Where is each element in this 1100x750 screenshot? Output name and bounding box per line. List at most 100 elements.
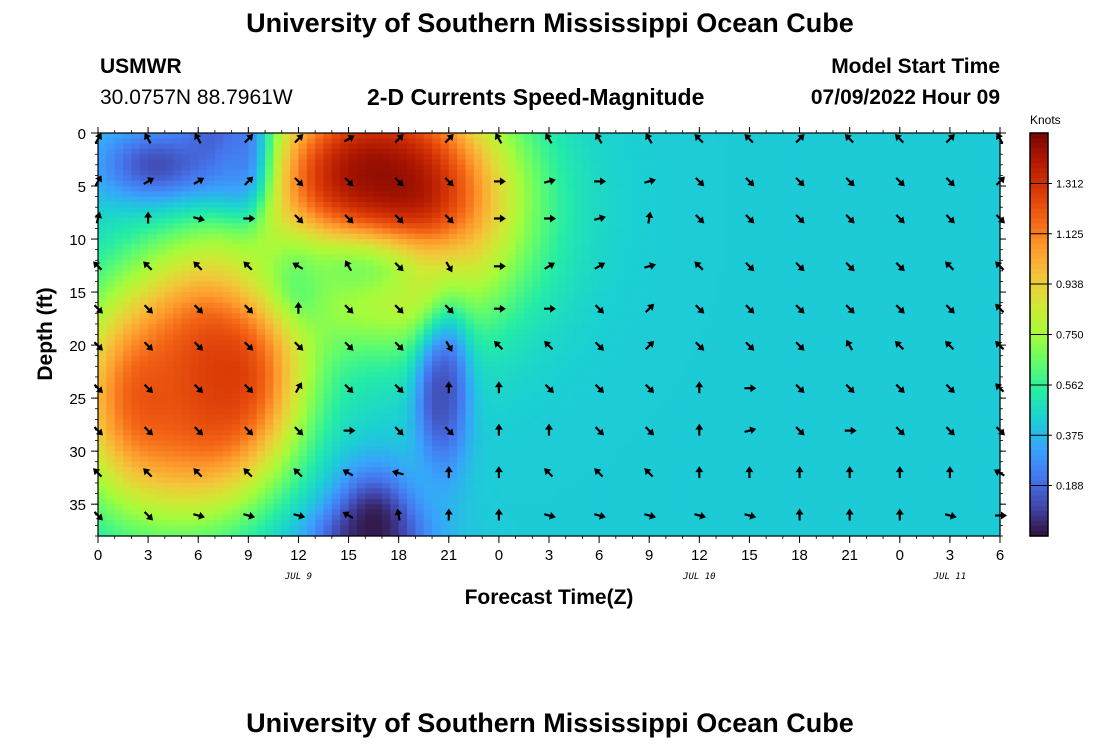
heatmap-cell: [966, 260, 976, 267]
heatmap-cell: [782, 159, 792, 166]
heatmap-cell: [164, 143, 174, 150]
heatmap-cell: [306, 233, 316, 240]
heatmap-cell: [214, 361, 224, 367]
heatmap-cell: [665, 223, 675, 230]
heatmap-cell: [340, 313, 350, 320]
heatmap-cell: [532, 292, 542, 298]
heatmap-cell: [173, 212, 183, 219]
heatmap-cell: [824, 159, 834, 166]
heatmap-cell: [590, 175, 600, 182]
heatmap-cell: [106, 265, 116, 272]
heatmap-cell: [189, 212, 199, 219]
heatmap-cell: [974, 148, 984, 155]
heatmap-cell: [156, 323, 166, 330]
heatmap-cell: [131, 350, 141, 357]
heatmap-cell: [540, 233, 550, 240]
heatmap-cell: [908, 345, 918, 352]
heatmap-cell: [256, 292, 266, 298]
heatmap-cell: [473, 292, 483, 298]
heatmap-cell: [832, 233, 842, 240]
heatmap-cell: [507, 313, 517, 320]
heatmap-cell: [557, 133, 567, 139]
heatmap-cell: [674, 345, 684, 352]
heatmap-cell: [816, 350, 826, 357]
heatmap-cell: [590, 329, 600, 336]
heatmap-cell: [807, 249, 817, 256]
heatmap-cell: [164, 159, 174, 166]
heatmap-cell: [231, 175, 241, 182]
heatmap-cell: [507, 265, 517, 272]
heatmap-cell: [674, 239, 684, 245]
heatmap-cell: [448, 186, 458, 192]
heatmap-cell: [181, 164, 191, 171]
heatmap-cell: [749, 292, 759, 298]
heatmap-cell: [665, 265, 675, 272]
heatmap-cell: [532, 154, 542, 161]
heatmap-cell: [148, 228, 158, 235]
heatmap-cell: [281, 318, 291, 325]
heatmap-cell: [198, 345, 208, 352]
heatmap-cell: [348, 313, 358, 320]
heatmap-cell: [114, 345, 124, 352]
heatmap-cell: [298, 334, 308, 341]
heatmap-cell: [390, 361, 400, 367]
heatmap-cell: [757, 313, 767, 320]
heatmap-cell: [181, 334, 191, 341]
heatmap-cell: [148, 323, 158, 330]
heatmap-cell: [173, 159, 183, 166]
heatmap-cell: [866, 345, 876, 352]
heatmap-cell: [949, 361, 959, 367]
heatmap-cell: [582, 164, 592, 171]
heatmap-cell: [590, 154, 600, 161]
heatmap-cell: [273, 207, 283, 214]
heatmap-cell: [507, 239, 517, 245]
heatmap-cell: [941, 233, 951, 240]
heatmap-cell: [657, 270, 667, 277]
heatmap-cell: [832, 334, 842, 341]
heatmap-cell: [707, 143, 717, 150]
heatmap-cell: [373, 361, 383, 367]
heatmap-cell: [98, 254, 107, 261]
heatmap-cell: [398, 212, 408, 219]
heatmap-cell: [315, 212, 325, 219]
heatmap-cell: [315, 292, 325, 298]
heatmap-cell: [498, 350, 508, 357]
heatmap-cell: [983, 249, 993, 256]
heatmap-cell: [281, 170, 291, 177]
heatmap-cell: [365, 133, 375, 139]
heatmap-cell: [741, 350, 751, 357]
heatmap-cell: [657, 186, 667, 192]
heatmap-cell: [323, 159, 333, 166]
heatmap-cell: [315, 361, 325, 367]
heatmap-cell: [599, 366, 609, 373]
heatmap-cell: [590, 297, 600, 304]
heatmap-cell: [365, 307, 375, 314]
heatmap-cell: [858, 233, 867, 240]
heatmap-cell: [440, 334, 450, 341]
heatmap-cell: [958, 249, 968, 256]
heatmap-cell: [440, 276, 450, 283]
heatmap-cell: [824, 228, 834, 235]
heatmap-cell: [398, 286, 408, 293]
heatmap-cell: [766, 154, 776, 161]
heatmap-cell: [816, 339, 826, 346]
heatmap-cell: [432, 217, 442, 224]
heatmap-cell: [858, 265, 867, 272]
heatmap-cell: [457, 286, 467, 293]
heatmap-cell: [974, 239, 984, 245]
heatmap-cell: [665, 276, 675, 283]
heatmap-cell: [231, 276, 241, 283]
heatmap-cell: [223, 180, 233, 187]
heatmap-cell: [607, 366, 617, 373]
heatmap-cell: [690, 143, 700, 150]
heatmap-cell: [223, 143, 233, 150]
heatmap-cell: [649, 329, 659, 336]
heatmap-cell: [832, 339, 842, 346]
heatmap-cell: [799, 175, 809, 182]
heatmap-cell: [732, 371, 742, 378]
heatmap-cell: [231, 201, 241, 208]
heatmap-cell: [457, 313, 467, 320]
heatmap-cell: [156, 265, 166, 272]
heatmap-cell: [273, 313, 283, 320]
heatmap-cell: [699, 334, 709, 341]
